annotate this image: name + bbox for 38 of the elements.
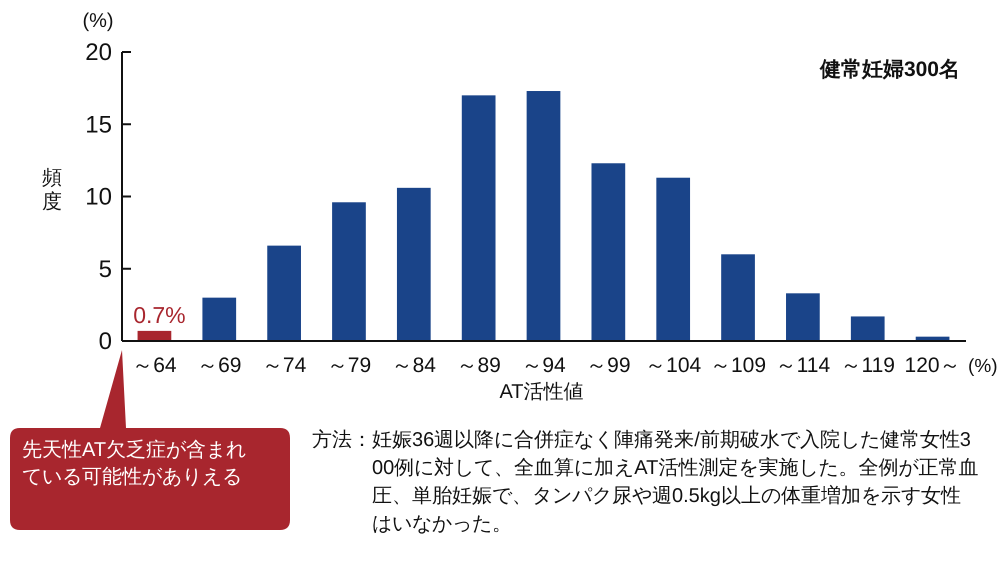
y-axis-title: 頻度 — [42, 167, 62, 213]
data-label: 0.7% — [133, 302, 186, 328]
x-tick-label: ～104 — [645, 354, 702, 377]
y-tick-label: 5 — [98, 256, 112, 283]
x-tick-label: ～79 — [326, 354, 372, 377]
bar — [267, 246, 301, 341]
x-tick-label: ～99 — [586, 354, 631, 377]
bar — [526, 91, 560, 341]
x-tick-label: ～89 — [456, 354, 501, 377]
y-tick-label: 20 — [85, 39, 112, 66]
x-tick-label: ～74 — [262, 354, 307, 377]
y-tick-label: 10 — [85, 184, 112, 210]
bar — [591, 163, 626, 341]
text: 方法：妊娠36週以降に合併症なく陣痛発来/前期破水で入院した健常女性300例に対して、全血算に加えAT活性測定を実施した。全例が正常血圧、単胎妊娠で、タンパク尿や週0.5kg以上の体重増加を示す女性はいなかった。 — [312, 428, 978, 535]
y-tick-label: 0 — [98, 328, 112, 355]
x-tick-label: ～114 — [776, 354, 830, 377]
x-tick-label: 120～ — [904, 354, 961, 377]
bar — [656, 178, 690, 341]
y-tick-label: 15 — [85, 111, 112, 138]
x-axis-title: AT活性値 — [499, 381, 584, 403]
bar — [202, 298, 236, 341]
bar — [462, 95, 496, 341]
bar — [138, 330, 172, 341]
bar — [721, 254, 755, 341]
text: (%) — [968, 356, 998, 377]
x-tick-label: ～119 — [840, 354, 895, 377]
bar — [786, 293, 820, 341]
x-tick-label: ～69 — [197, 354, 242, 377]
x-tick-label: ～84 — [392, 354, 436, 377]
bar — [396, 188, 431, 341]
bar — [850, 316, 885, 341]
x-tick-label: ～94 — [521, 354, 566, 377]
bar — [332, 202, 366, 341]
text: (%) — [82, 10, 114, 32]
annotation: 健常妊婦300名 — [818, 58, 960, 81]
text: 先天性AT欠乏症が含まれている可能性がありえる — [22, 439, 246, 488]
x-tick-label: ～109 — [710, 354, 766, 377]
x-tick-label: ～64 — [132, 354, 177, 377]
